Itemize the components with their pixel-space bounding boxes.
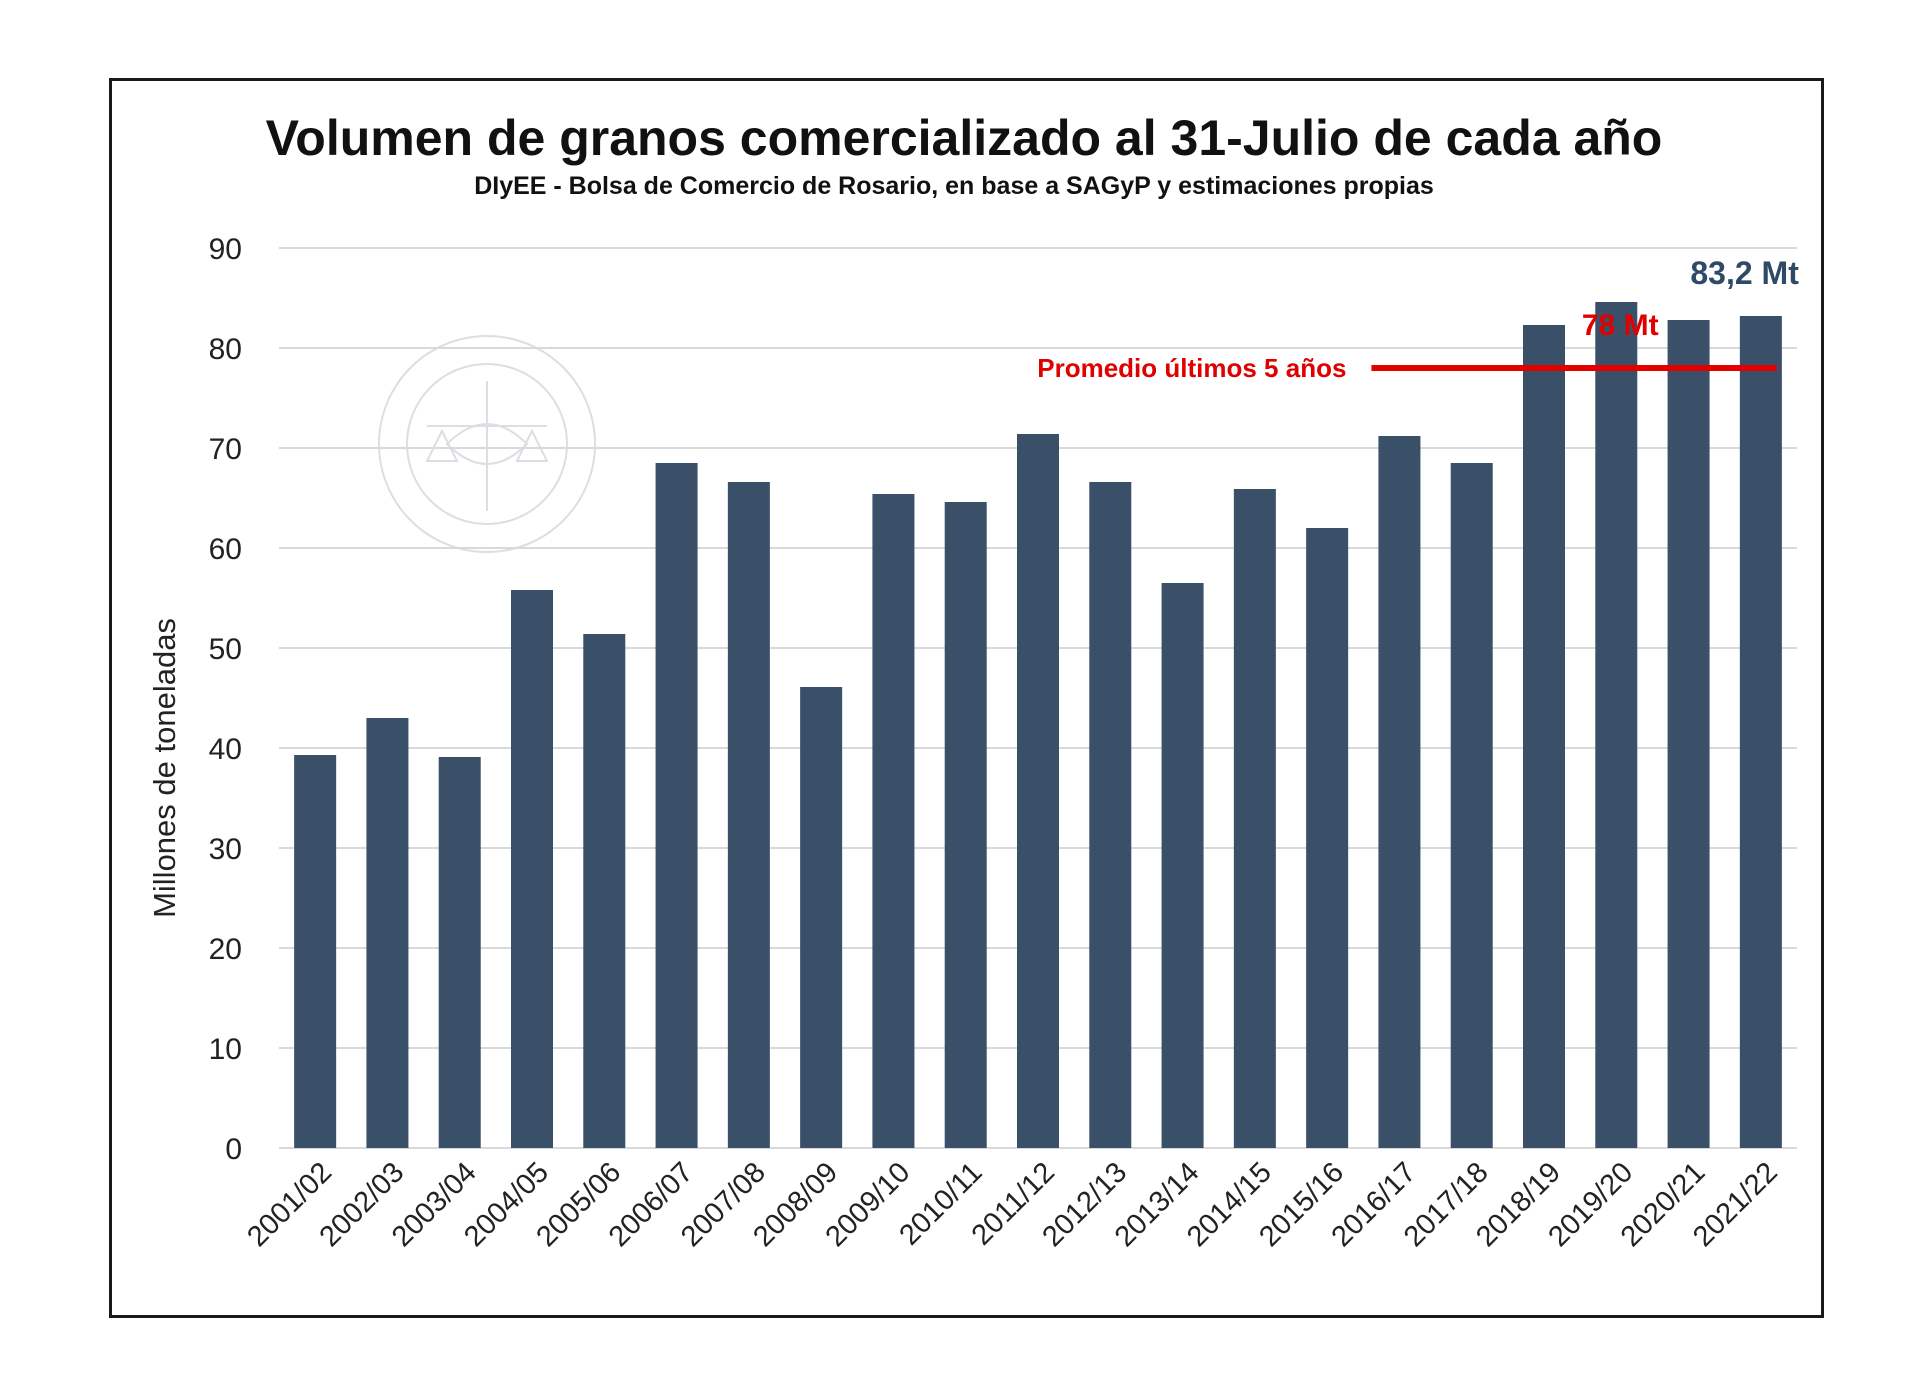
y-tick-label: 20 (209, 933, 242, 966)
chart-title: Volumen de granos comercializado al 31-J… (266, 110, 1663, 166)
bar (438, 757, 481, 1148)
bar-chart: Volumen de granos comercializado al 31-J… (147, 110, 1799, 1253)
bar (1739, 316, 1782, 1148)
bar (1595, 302, 1638, 1148)
bar (1378, 436, 1421, 1148)
y-tick-label: 30 (209, 833, 242, 866)
bars (294, 302, 1782, 1148)
y-tick-label: 70 (209, 433, 242, 466)
bar (872, 494, 915, 1148)
bar (655, 463, 698, 1148)
y-axis-label: Millones de toneladas (147, 618, 182, 918)
bar (727, 482, 770, 1148)
average-annotation: Promedio últimos 5 años 78 Mt (1037, 309, 1777, 383)
bar (511, 590, 553, 1148)
bar (1523, 325, 1565, 1148)
y-tick-label: 60 (209, 533, 242, 566)
bar (294, 755, 337, 1148)
bar (1667, 320, 1710, 1148)
watermark-seal (378, 335, 596, 553)
y-tick-label: 10 (209, 1033, 242, 1066)
chart-subtitle: DIyEE - Bolsa de Comercio de Rosario, en… (474, 172, 1434, 200)
bar (1233, 489, 1276, 1148)
highlight-value-label: 83,2 Mt (1690, 255, 1799, 291)
y-tick-label: 0 (225, 1133, 242, 1166)
bar (800, 687, 843, 1148)
bar (1017, 434, 1059, 1148)
chart-frame: Volumen de granos comercializado al 31-J… (109, 78, 1824, 1318)
y-axis-ticks: 0 10 20 30 40 50 60 70 80 90 (209, 233, 242, 1166)
y-tick-label: 40 (209, 733, 242, 766)
y-tick-label: 80 (209, 333, 242, 366)
y-tick-label: 90 (209, 233, 242, 266)
bar (944, 502, 987, 1148)
bar (1450, 463, 1493, 1148)
average-label: Promedio últimos 5 años (1037, 353, 1346, 383)
y-tick-label: 50 (209, 633, 242, 666)
bar (1306, 528, 1349, 1148)
bar (583, 634, 626, 1148)
bar (1089, 482, 1132, 1148)
bar (1161, 583, 1204, 1148)
x-axis-ticks: 2001/022002/032003/042004/052005/062006/… (241, 1156, 1783, 1253)
average-value-label: 78 Mt (1582, 309, 1659, 342)
bar (366, 718, 409, 1148)
